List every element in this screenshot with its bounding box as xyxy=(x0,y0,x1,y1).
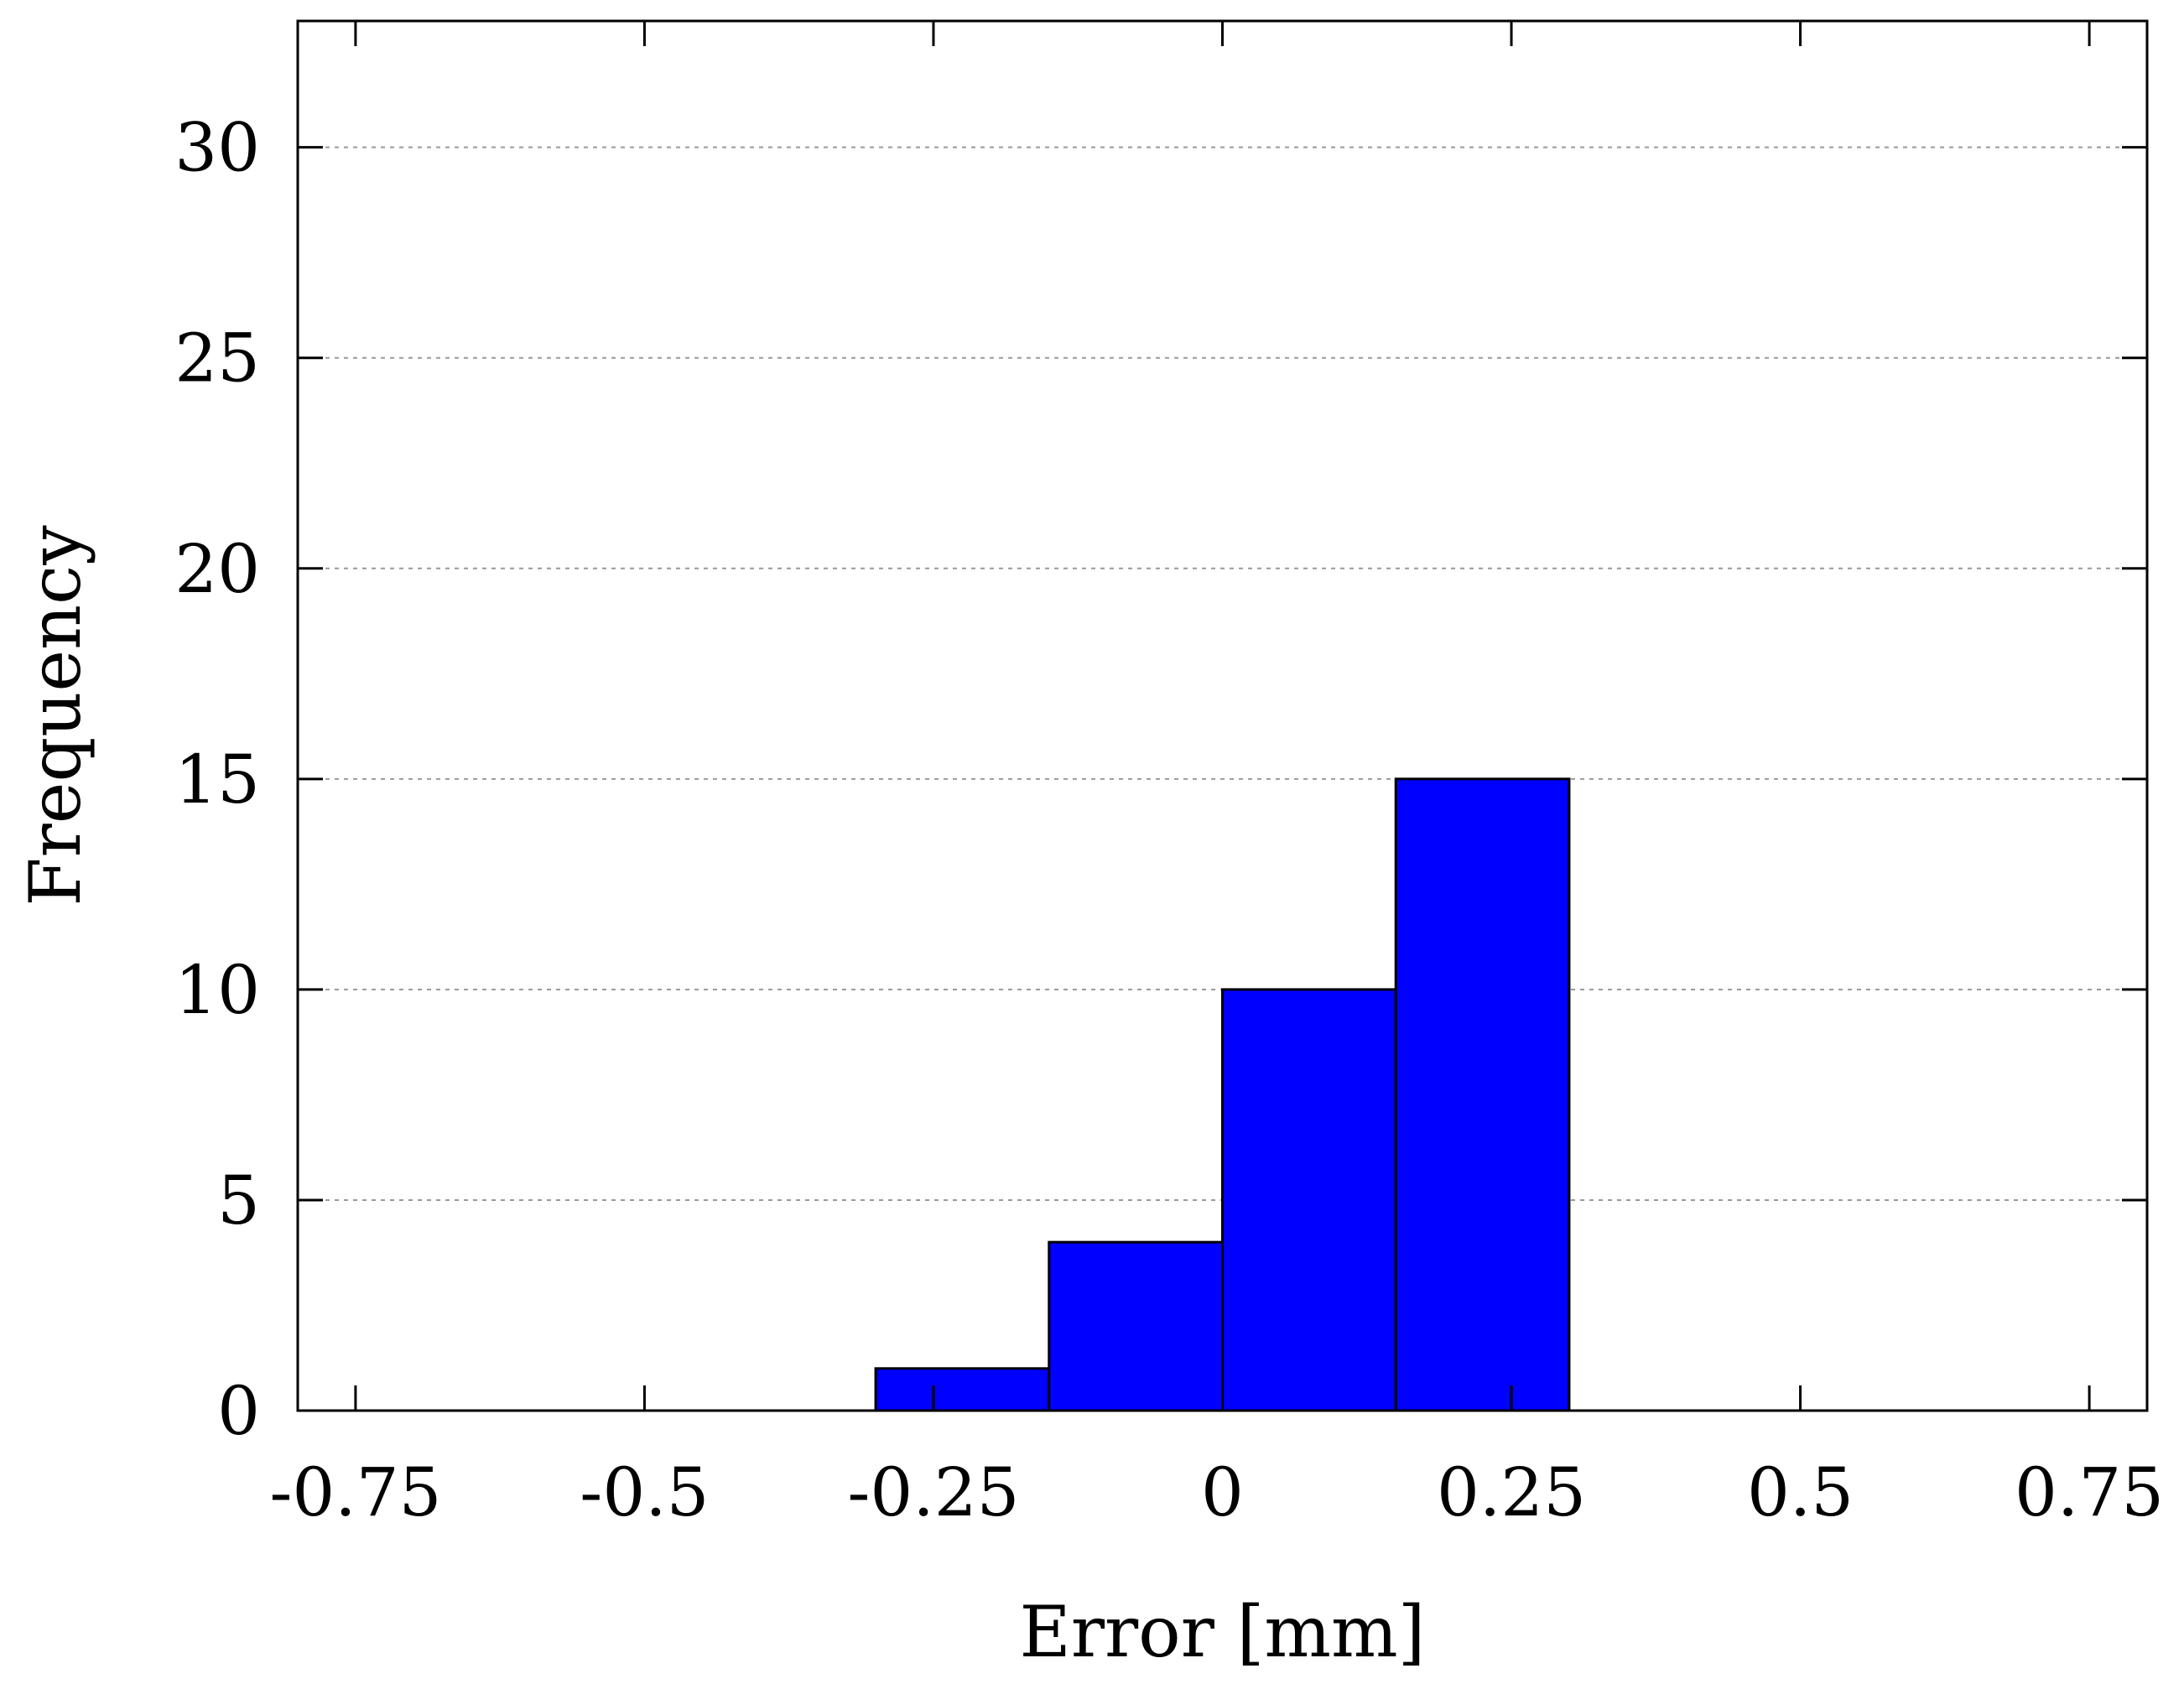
x-tick-label: 0 xyxy=(1201,1453,1244,1531)
grid-lines xyxy=(298,146,2147,1201)
x-axis-label: Error [mm] xyxy=(1020,1591,1426,1673)
y-axis-label: Frequency xyxy=(14,525,96,907)
x-tick-label: 0.5 xyxy=(1747,1453,1854,1531)
x-tick-label: -0.25 xyxy=(847,1453,1019,1531)
y-tick-label: 25 xyxy=(174,320,260,398)
x-tick-label: 0.25 xyxy=(1437,1453,1586,1531)
histogram-bar xyxy=(1048,1240,1224,1412)
y-tick-labels: 0 5 10 15 20 25 30 xyxy=(174,109,260,1450)
x-tick-label: 0.75 xyxy=(2015,1453,2164,1531)
y-tick-label: 0 xyxy=(217,1372,260,1450)
x-tick-label: -0.5 xyxy=(580,1453,709,1531)
y-tick-label: 10 xyxy=(174,951,260,1029)
y-tick-label: 15 xyxy=(174,741,260,819)
y-tick-label: 20 xyxy=(174,530,260,608)
histogram-bar xyxy=(1221,988,1397,1412)
histogram-bar xyxy=(874,1367,1051,1412)
axis-ticks xyxy=(298,21,2147,1412)
histogram-bars xyxy=(874,777,1571,1412)
x-tick-labels: -0.75 -0.5 -0.25 0 0.25 0.5 0.75 xyxy=(269,1453,2164,1531)
x-tick-label: -0.75 xyxy=(269,1453,441,1531)
histogram-bar xyxy=(1394,777,1571,1412)
y-tick-label: 30 xyxy=(174,109,260,187)
y-tick-label: 5 xyxy=(217,1162,260,1240)
